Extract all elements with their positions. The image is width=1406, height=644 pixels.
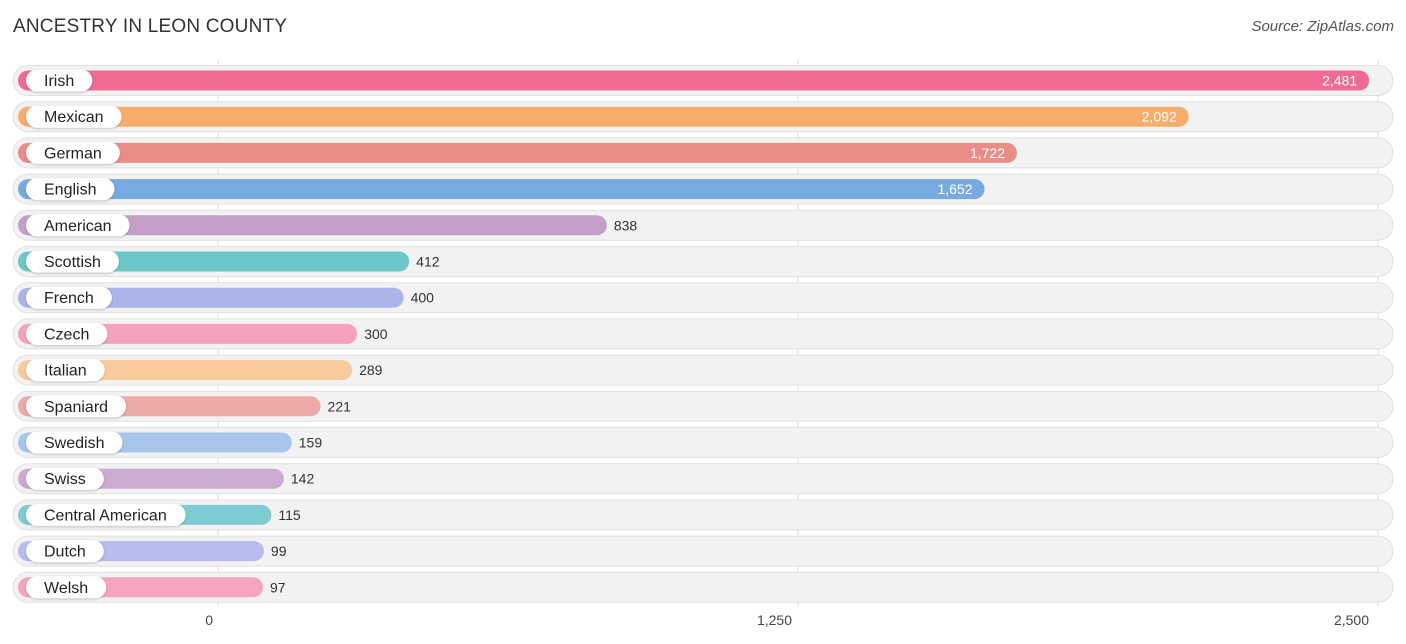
bar-track: [12, 318, 1394, 350]
x-tick-label: 0: [205, 612, 213, 628]
category-label-pill: [26, 359, 105, 382]
category-label-pill: [26, 576, 107, 599]
category-label-pill: [26, 540, 104, 563]
category-label-pill: [26, 69, 93, 92]
x-tick-label: 1,250: [757, 612, 792, 628]
category-label-pill: [26, 105, 122, 128]
data-label: 221: [328, 398, 352, 414]
data-label: 2,481: [1322, 73, 1357, 89]
category-label: American: [44, 218, 112, 235]
bar: [18, 215, 607, 236]
data-label: 1,722: [970, 145, 1005, 161]
data-label: 300: [364, 326, 388, 342]
data-label: 142: [291, 471, 315, 487]
category-label: Welsh: [44, 580, 88, 597]
data-label: 1,652: [937, 181, 972, 197]
data-label: 838: [614, 217, 638, 233]
data-label: 2,092: [1142, 109, 1177, 125]
category-label-pill: [26, 322, 108, 345]
category-label-pill: [26, 467, 104, 490]
bar-track: [12, 354, 1394, 386]
category-label: Spaniard: [44, 399, 108, 416]
data-label: 400: [411, 290, 435, 306]
data-label: 99: [271, 543, 287, 559]
bar-track: [12, 535, 1394, 567]
bar-track: [12, 390, 1394, 422]
category-label-pill: [26, 395, 127, 418]
category-label: French: [44, 290, 94, 307]
category-label-pill: [26, 141, 120, 164]
category-label: English: [44, 182, 96, 199]
bar-track: [12, 571, 1394, 603]
category-label: German: [44, 145, 102, 162]
bar: [18, 142, 1018, 163]
x-tick-label: 2,500: [1334, 612, 1369, 628]
category-label: Swedish: [44, 435, 104, 452]
category-label: Czech: [44, 326, 89, 343]
category-label: Mexican: [44, 109, 104, 126]
category-label-pill: [26, 503, 186, 526]
category-label: Dutch: [44, 544, 86, 561]
data-label: 289: [359, 362, 383, 378]
data-label: 115: [278, 507, 301, 523]
bar-track: [12, 499, 1394, 531]
category-label-pill: [26, 431, 123, 454]
bar: [18, 106, 1189, 127]
chart-source: Source: ZipAtlas.com: [1251, 18, 1394, 35]
category-label-pill: [26, 250, 119, 273]
category-label: Swiss: [44, 471, 86, 488]
bar-track: [12, 427, 1394, 458]
data-label: 97: [270, 579, 286, 595]
bar: [18, 179, 985, 200]
category-label: Central American: [44, 507, 167, 524]
category-label-pill: [26, 214, 130, 237]
bar: [18, 287, 404, 308]
category-label-pill: [26, 178, 115, 201]
category-label: Scottish: [44, 254, 101, 271]
data-label: 412: [416, 254, 440, 270]
category-label: Irish: [44, 73, 74, 90]
category-label: Italian: [44, 363, 87, 380]
bar: [18, 70, 1370, 91]
bar-track: [12, 463, 1394, 495]
data-label: 159: [299, 435, 323, 451]
chart-title: ANCESTRY IN LEON COUNTY: [13, 16, 288, 37]
category-label-pill: [26, 286, 112, 309]
